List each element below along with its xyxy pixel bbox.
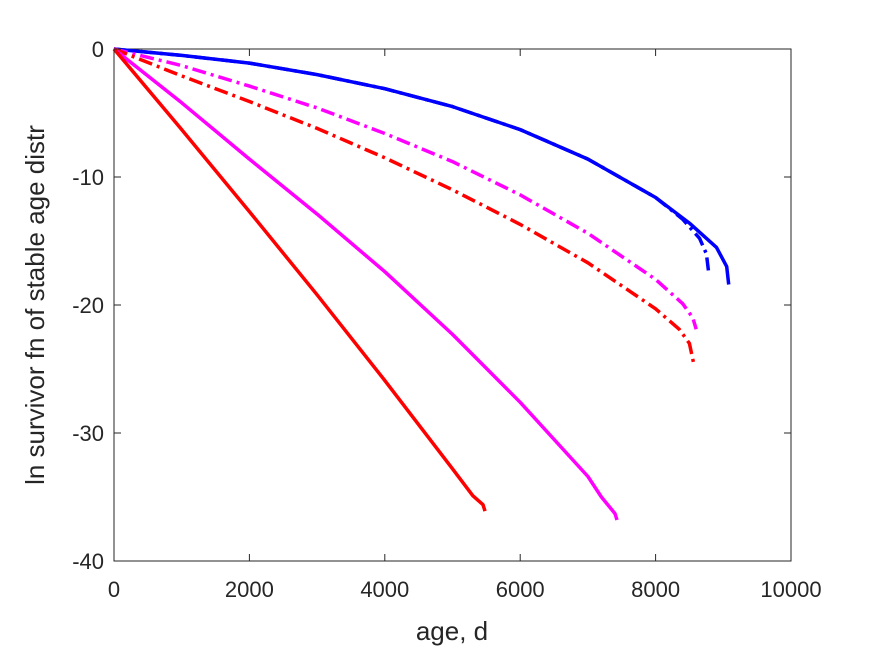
y-tick-label: -40 xyxy=(72,549,104,574)
y-tick-label: -30 xyxy=(72,421,104,446)
x-tick-label: 0 xyxy=(108,577,120,602)
x-tick-label: 10000 xyxy=(760,577,821,602)
series-layer xyxy=(112,47,731,521)
y-axis-label: ln survivor fn of stable age distr xyxy=(20,125,50,485)
x-tick-label: 2000 xyxy=(225,577,274,602)
x-tick-label: 6000 xyxy=(496,577,545,602)
ticks-layer: 0 2000 4000 6000 8000 10000 0 -10 -20 -30 -40 xyxy=(72,37,821,602)
y-tick-label: -20 xyxy=(72,293,104,318)
x-axis-label: age, d xyxy=(416,616,488,646)
y-tick-label: 0 xyxy=(92,37,104,62)
series-line-6 xyxy=(112,47,487,512)
series-line-5 xyxy=(112,47,619,521)
y-tick-label: -10 xyxy=(72,165,104,190)
x-tick-label: 8000 xyxy=(631,577,680,602)
x-tick-label: 4000 xyxy=(360,577,409,602)
series-line-2 xyxy=(113,47,711,271)
series-line-3 xyxy=(113,47,698,330)
plot-area xyxy=(113,48,792,562)
